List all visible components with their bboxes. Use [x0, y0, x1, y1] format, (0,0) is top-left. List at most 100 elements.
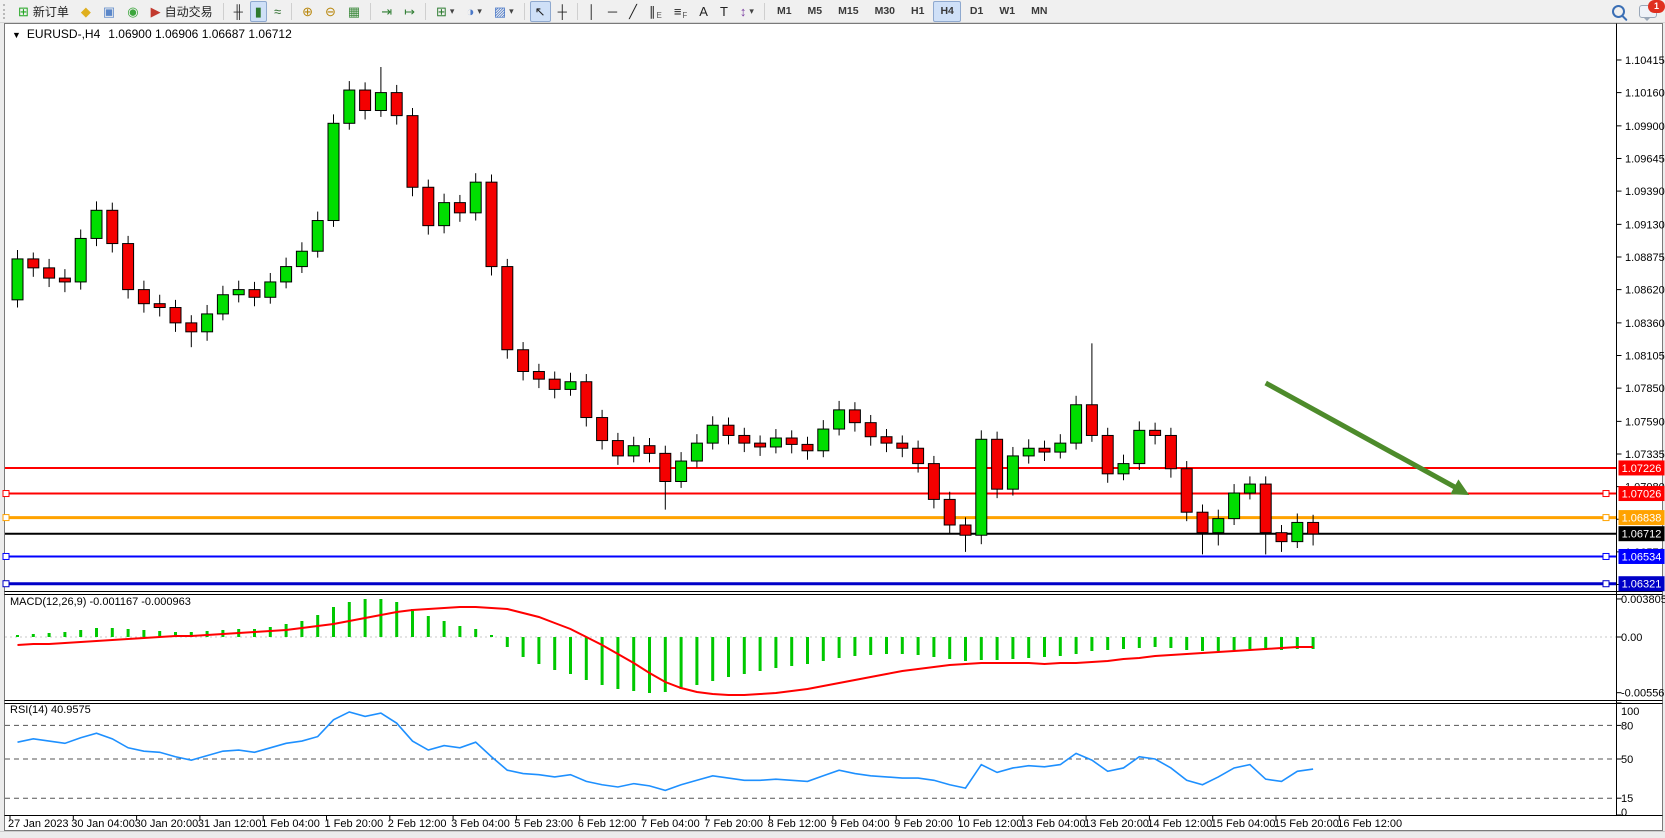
new-chart-button[interactable]: ⊞ ▾ [431, 1, 459, 22]
new-chart-button-icon: ⊞ [436, 3, 447, 19]
date-label: 1 Feb 20:00 [325, 818, 384, 830]
candle-body [643, 445, 656, 454]
line-handle[interactable] [1602, 490, 1610, 498]
line-handle[interactable] [2, 552, 10, 560]
timeframe-m5[interactable]: M5 [807, 5, 823, 17]
search-icon[interactable] [1612, 4, 1625, 18]
fibonacci-button-icon: ≡ [673, 3, 682, 19]
chart-title-dropdown-icon[interactable]: ▼ [12, 30, 21, 40]
line-handle[interactable] [1602, 552, 1610, 560]
timeframe-h4[interactable]: H4 [933, 0, 961, 22]
timeframe-m15[interactable]: M15 [838, 5, 859, 17]
text-button[interactable]: A [694, 1, 713, 22]
candle-body [1164, 434, 1177, 470]
text-label-button[interactable]: T [715, 1, 733, 22]
status-bar [0, 831, 1665, 838]
cursor-button[interactable]: ↖ [529, 0, 551, 22]
candle-body [959, 524, 972, 536]
trendline-button[interactable]: ╱ [624, 1, 642, 22]
auto-scroll-button-icon: ↦ [404, 3, 416, 19]
candle-body [675, 460, 688, 483]
arrows-button[interactable]: ↕ ▾ [735, 1, 759, 22]
periodicity-button-caret[interactable]: ▾ [477, 5, 482, 16]
date-label: 31 Jan 12:00 [198, 818, 262, 830]
date-label: 15 Feb 04:00 [1211, 818, 1276, 830]
candle-body [627, 445, 640, 457]
timeframe-m1[interactable]: M1 [776, 5, 792, 17]
equidistant-channel-button[interactable]: ∥ E [644, 1, 667, 22]
candle-body [833, 409, 846, 430]
tile-windows-button[interactable]: ▦ [343, 1, 365, 22]
candle-body [848, 409, 861, 424]
trend-arrow[interactable] [1264, 380, 1470, 496]
candle-body [327, 122, 340, 222]
chart-shift-button-icon: ⇥ [381, 3, 393, 19]
chart-shift-button[interactable]: ⇥ [376, 1, 397, 22]
candlestick-chart-button[interactable]: ▮ [249, 0, 267, 22]
timeframe-m30[interactable]: M30 [874, 5, 896, 17]
candle-body [690, 442, 703, 462]
bar-chart-button[interactable]: ╫ [229, 1, 248, 22]
auto-trading-button[interactable]: ▶ 自动交易 [146, 1, 218, 22]
notifications-icon[interactable]: 1 [1639, 0, 1665, 21]
zoom-out-button[interactable]: ⊖ [320, 1, 341, 22]
candle-body [564, 381, 577, 390]
candle-body [1228, 492, 1241, 520]
date-label: 15 Feb 20:00 [1274, 818, 1339, 830]
charts-button[interactable]: ◆ [76, 1, 96, 22]
candle-body [1180, 468, 1193, 513]
line-handle[interactable] [2, 490, 10, 498]
templates-button-caret[interactable]: ▾ [509, 5, 514, 16]
new-chart-button-caret[interactable]: ▾ [449, 5, 455, 16]
date-label: 5 Feb 23:00 [514, 818, 573, 830]
chart-title: ▼ EURUSD-,H4 1.06900 1.06906 1.06687 1.067… [12, 27, 292, 41]
candle-body [943, 498, 956, 526]
arrows-button-caret[interactable]: ▾ [749, 5, 754, 16]
timeframe-d1[interactable]: D1 [969, 5, 984, 17]
candle-body [264, 281, 277, 298]
price-tick-label: 1.08360 [1625, 318, 1665, 330]
auto-trading-button-icon: ▶ [150, 3, 161, 19]
candle-body [74, 237, 87, 283]
auto-scroll-button[interactable]: ↦ [399, 1, 420, 22]
line-chart-button[interactable]: ≈ [269, 1, 286, 22]
candle-body [390, 92, 403, 117]
candle-body [153, 303, 166, 309]
templates-button[interactable]: ▨ ▾ [489, 1, 519, 22]
candle-body [232, 289, 245, 296]
rsi-tick-label: 50 [1621, 754, 1633, 766]
date-label: 10 Feb 12:00 [958, 818, 1023, 830]
candle-body [611, 440, 624, 457]
periodicity-button[interactable]: ◑ ▾ [461, 1, 486, 22]
macd-tick-label: -0.005569 [1621, 688, 1665, 700]
candle-body [485, 181, 498, 268]
fibonacci-button[interactable]: ≡ F [669, 1, 692, 22]
date-label: 30 Jan 20:00 [135, 818, 199, 830]
candle-body [1259, 483, 1272, 534]
candle-body [501, 266, 514, 351]
candle-body [295, 250, 308, 268]
toolbar-right: 1 [1612, 0, 1665, 22]
toolbar-grip [3, 3, 8, 19]
line-handle[interactable] [1602, 514, 1610, 522]
rsi-tick-label: 0 [1621, 807, 1627, 819]
line-handle[interactable] [2, 580, 10, 588]
timeframe-mn[interactable]: MN [1031, 5, 1048, 17]
price-tag-label: 1.06838 [1622, 513, 1662, 525]
line-handle[interactable] [2, 514, 10, 522]
signals-button[interactable]: ◉ [122, 1, 143, 22]
chart-canvas[interactable]: 1.10415 1.10160 1.09900 1.09645 1.09390 1.091… [0, 22, 1665, 838]
horizontal-line-button[interactable]: ─ [603, 1, 622, 22]
new-order-button[interactable]: ⊞ 新订单 [13, 1, 74, 22]
market-watch-button[interactable]: ▣ [98, 1, 120, 22]
chart-symbol-period: EURUSD-,H4 [26, 27, 101, 41]
line-handle[interactable] [1602, 580, 1610, 588]
zoom-in-button[interactable]: ⊕ [297, 1, 318, 22]
vertical-line-button[interactable]: │ [583, 1, 601, 22]
price-tag-label: 1.06321 [1622, 579, 1662, 591]
crosshair-button[interactable]: ┼ [553, 1, 572, 22]
timeframe-h1[interactable]: H1 [911, 5, 925, 17]
timeframe-w1[interactable]: W1 [999, 5, 1016, 17]
candle-body [122, 243, 135, 291]
line-chart-button-icon: ≈ [273, 3, 282, 19]
